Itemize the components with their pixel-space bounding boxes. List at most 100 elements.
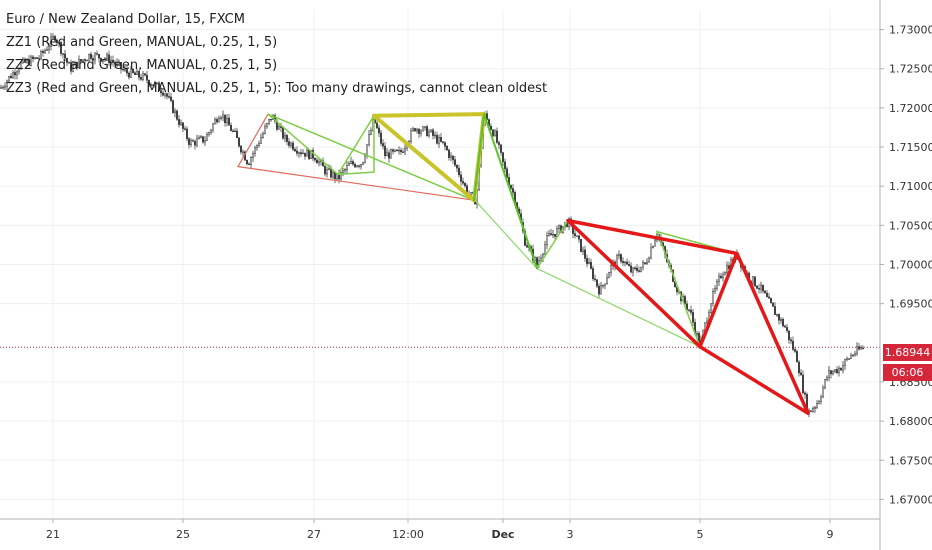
price-candle-body	[234, 130, 236, 132]
price-candle-body	[78, 59, 80, 68]
price-candle-body	[574, 233, 576, 237]
price-candle-body	[594, 278, 596, 280]
price-candle-body	[30, 56, 32, 66]
price-candle-body	[602, 284, 604, 287]
price-candle-body	[718, 275, 720, 282]
zigzag-red-thin	[237, 113, 476, 201]
price-candle-body	[358, 165, 360, 167]
price-candle-body	[464, 182, 466, 187]
price-candle-body	[76, 61, 78, 68]
price-candle-body	[328, 168, 330, 170]
price-candle-body	[180, 122, 182, 125]
price-candle-body	[10, 76, 12, 79]
price-candle-body	[706, 320, 708, 324]
price-candle-body	[690, 309, 692, 313]
x-tick-label: 25	[176, 528, 190, 541]
price-candle-body	[46, 49, 48, 51]
price-candle-body	[640, 266, 642, 272]
price-candle-body	[294, 149, 296, 152]
y-tick-label: 1.70000	[889, 259, 932, 272]
price-candle-body	[58, 42, 60, 44]
price-candle-body	[552, 233, 554, 236]
price-candle-body	[584, 249, 586, 259]
price-candle-body	[256, 145, 258, 148]
price-candle-body	[688, 309, 690, 311]
y-tick-label: 1.73000	[889, 24, 932, 37]
price-candle-body	[346, 165, 348, 170]
y-tick-label: 1.72000	[889, 102, 932, 115]
price-candle-body	[218, 118, 220, 123]
price-candle-body	[762, 284, 764, 292]
legend-line-zz1: ZZ1 (Red and Green, MANUAL, 0.25, 1, 5)	[6, 35, 278, 50]
price-candle-body	[838, 367, 840, 373]
price-candle-body	[128, 72, 130, 78]
price-candle-body	[198, 137, 200, 140]
price-candle-body	[630, 265, 632, 273]
price-candle-body	[710, 303, 712, 313]
price-candle-body	[246, 159, 248, 165]
price-candle-body	[800, 372, 802, 376]
price-candle-body	[622, 261, 624, 264]
price-candle-body	[826, 377, 828, 380]
price-candle-body	[390, 149, 392, 159]
price-candle-body	[852, 354, 854, 357]
price-candle-body	[148, 80, 150, 86]
price-candle-body	[152, 84, 154, 86]
price-candle-body	[222, 114, 224, 118]
price-candle-body	[146, 74, 148, 81]
price-candle-body	[450, 155, 452, 158]
price-candle-body	[498, 142, 500, 146]
price-candle-body	[342, 170, 344, 173]
price-candle-body	[344, 169, 346, 171]
price-candle-body	[62, 53, 64, 55]
price-candle-body	[448, 149, 450, 158]
price-candle-body	[114, 61, 116, 65]
price-candle-body	[202, 136, 204, 143]
price-candle-body	[36, 57, 38, 59]
price-candle-body	[48, 46, 50, 50]
price-candle-body	[844, 359, 846, 366]
price-candle-body	[494, 130, 496, 137]
price-candle-body	[120, 61, 122, 70]
price-candle-body	[416, 128, 418, 132]
price-candle-body	[172, 100, 174, 114]
price-candle-body	[280, 126, 282, 128]
price-candle-body	[856, 346, 858, 354]
price-candle-body	[354, 163, 356, 168]
price-candle-body	[376, 122, 378, 129]
price-candle-body	[286, 135, 288, 142]
price-candle-body	[178, 119, 180, 125]
price-candle-body	[86, 59, 88, 62]
price-candle-body	[304, 152, 306, 157]
price-candle-body	[816, 403, 818, 408]
price-candle-body	[444, 142, 446, 147]
price-candle-body	[192, 140, 194, 142]
price-candle-body	[14, 72, 16, 76]
price-candle-body	[684, 296, 686, 305]
price-candle-body	[512, 188, 514, 193]
x-tick-label: 21	[46, 528, 60, 541]
legend-line-zz2: ZZ2 (Red and Green, MANUAL, 0.25, 1, 5)	[6, 58, 278, 73]
price-candle-body	[526, 245, 528, 248]
price-candle-body	[442, 141, 444, 144]
price-candle-body	[600, 285, 602, 295]
price-candle-body	[628, 264, 630, 267]
price-candle-body	[812, 408, 814, 412]
price-candle-body	[644, 262, 646, 264]
price-candle-body	[434, 134, 436, 137]
price-candle-body	[486, 113, 488, 120]
price-candle-body	[452, 155, 454, 160]
price-candle-body	[380, 132, 382, 144]
price-candle-body	[212, 123, 214, 131]
price-candle-body	[296, 150, 298, 154]
price-candle-body	[144, 73, 146, 76]
price-candle-body	[828, 370, 830, 378]
price-candle-body	[174, 110, 176, 114]
x-tick-label: 12:00	[392, 528, 424, 541]
price-candle-body	[122, 68, 124, 71]
price-candle-body	[822, 387, 824, 398]
price-candle-body	[412, 128, 414, 131]
